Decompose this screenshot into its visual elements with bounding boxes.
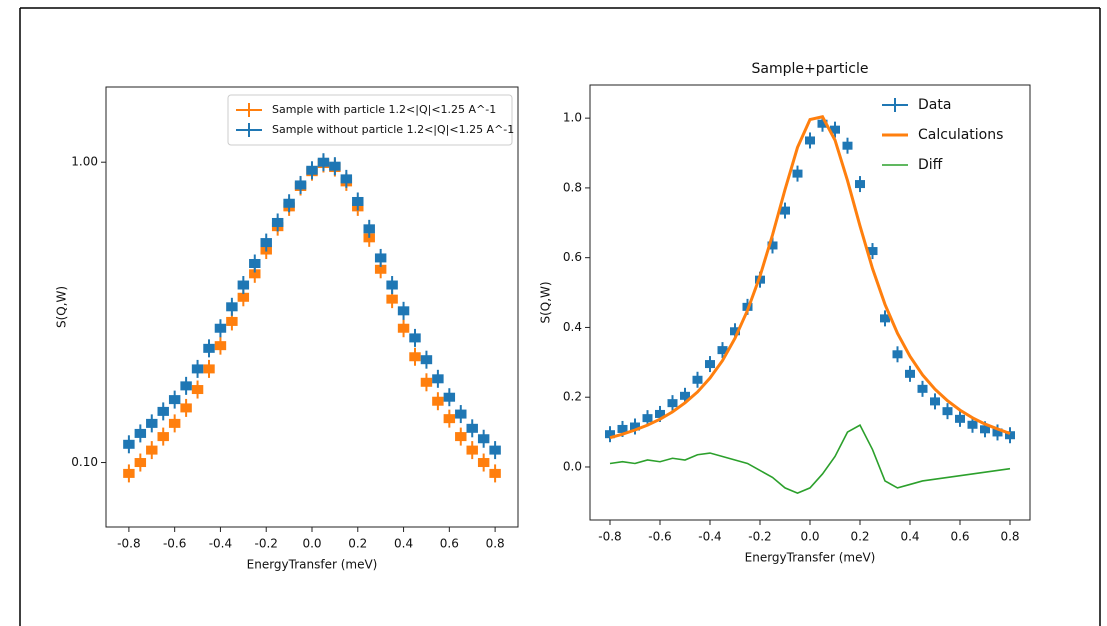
data-point [805,136,815,145]
x-tick-label: 0.6 [950,530,969,544]
legend-frame [227,94,513,146]
data-point [867,247,878,256]
x-tick-label: -0.4 [209,537,232,551]
y-tick-label: 0.8 [563,180,582,194]
data-point [655,409,665,418]
data-point [930,397,940,406]
legend-label: Calculations [918,127,1003,143]
x-tick-label: 0.2 [348,537,367,551]
data-point [855,180,865,189]
x-tick-label: -0.6 [648,530,671,544]
data-point [642,414,653,423]
y-tick-label: 0.0 [563,459,582,473]
data-point [905,369,915,378]
data-point [667,399,678,408]
x-tick-label: 0.8 [1000,530,1019,544]
legend-label: Data [918,97,951,113]
legend: Sample with particle 1.2<|Q|<1.25 A^-1 Sa… [227,94,514,146]
data-point [692,375,703,384]
data-point [892,350,903,359]
x-tick-label: 0.8 [486,537,505,551]
data-point [767,241,778,250]
plot-area [589,84,1031,521]
y-axis-label: S(Q,W) [55,286,69,328]
data-point [630,422,640,431]
x-axis-label: EnergyTransfer (meV) [247,558,378,572]
data-point [730,327,740,336]
data-point [955,414,965,423]
x-tick-label: 0.0 [800,530,819,544]
data-point [617,424,628,433]
x-tick-label: 0.6 [440,537,459,551]
data-point [605,430,615,439]
data-point [942,407,953,416]
data-point [792,169,803,178]
chart-title: Sample+particle [751,61,868,77]
x-tick-label: -0.8 [117,537,140,551]
legend-label: Sample without particle 1.2<|Q|<1.25 A^-… [272,123,514,136]
y-tick-label: 0.4 [563,320,582,334]
data-point [992,428,1003,437]
data-point [967,420,978,429]
plot-layer [123,153,501,483]
legend-label: Diff [918,157,943,173]
data-point [830,125,840,134]
data-point [680,391,690,400]
data-point [705,360,715,369]
plot-layer [605,115,1015,495]
x-tick-label: 0.4 [394,537,413,551]
x-tick-label: -0.2 [255,537,278,551]
y-tick-label: 0.2 [563,390,582,404]
y-tick-label: 0.10 [71,455,98,469]
data-point [1005,431,1015,440]
x-tick-label: 0.2 [850,530,869,544]
data-point [817,119,828,128]
y-tick-label: 1.00 [71,155,98,169]
x-tick-label: -0.4 [698,530,721,544]
series-line [609,424,1011,495]
data-point [917,384,928,393]
plot-area [105,86,519,528]
y-axis-label: S(Q,W) [539,281,553,323]
y-tick-label: 0.6 [563,250,582,264]
data-point [980,425,990,434]
y-tick-label: 1.0 [563,111,582,125]
data-point [717,346,728,355]
series-line [609,115,1011,440]
data-point [880,314,890,323]
x-tick-label: -0.6 [163,537,186,551]
x-tick-label: -0.8 [598,530,621,544]
x-axis-label: EnergyTransfer (meV) [745,551,876,565]
x-tick-label: -0.2 [748,530,771,544]
x-tick-label: 0.4 [900,530,919,544]
data-point [842,141,853,150]
legend-label: Sample with particle 1.2<|Q|<1.25 A^-1 [272,103,496,116]
legend: Data Calculations Diff [882,97,1003,173]
data-point [780,206,790,215]
x-tick-label: 0.0 [302,537,321,551]
